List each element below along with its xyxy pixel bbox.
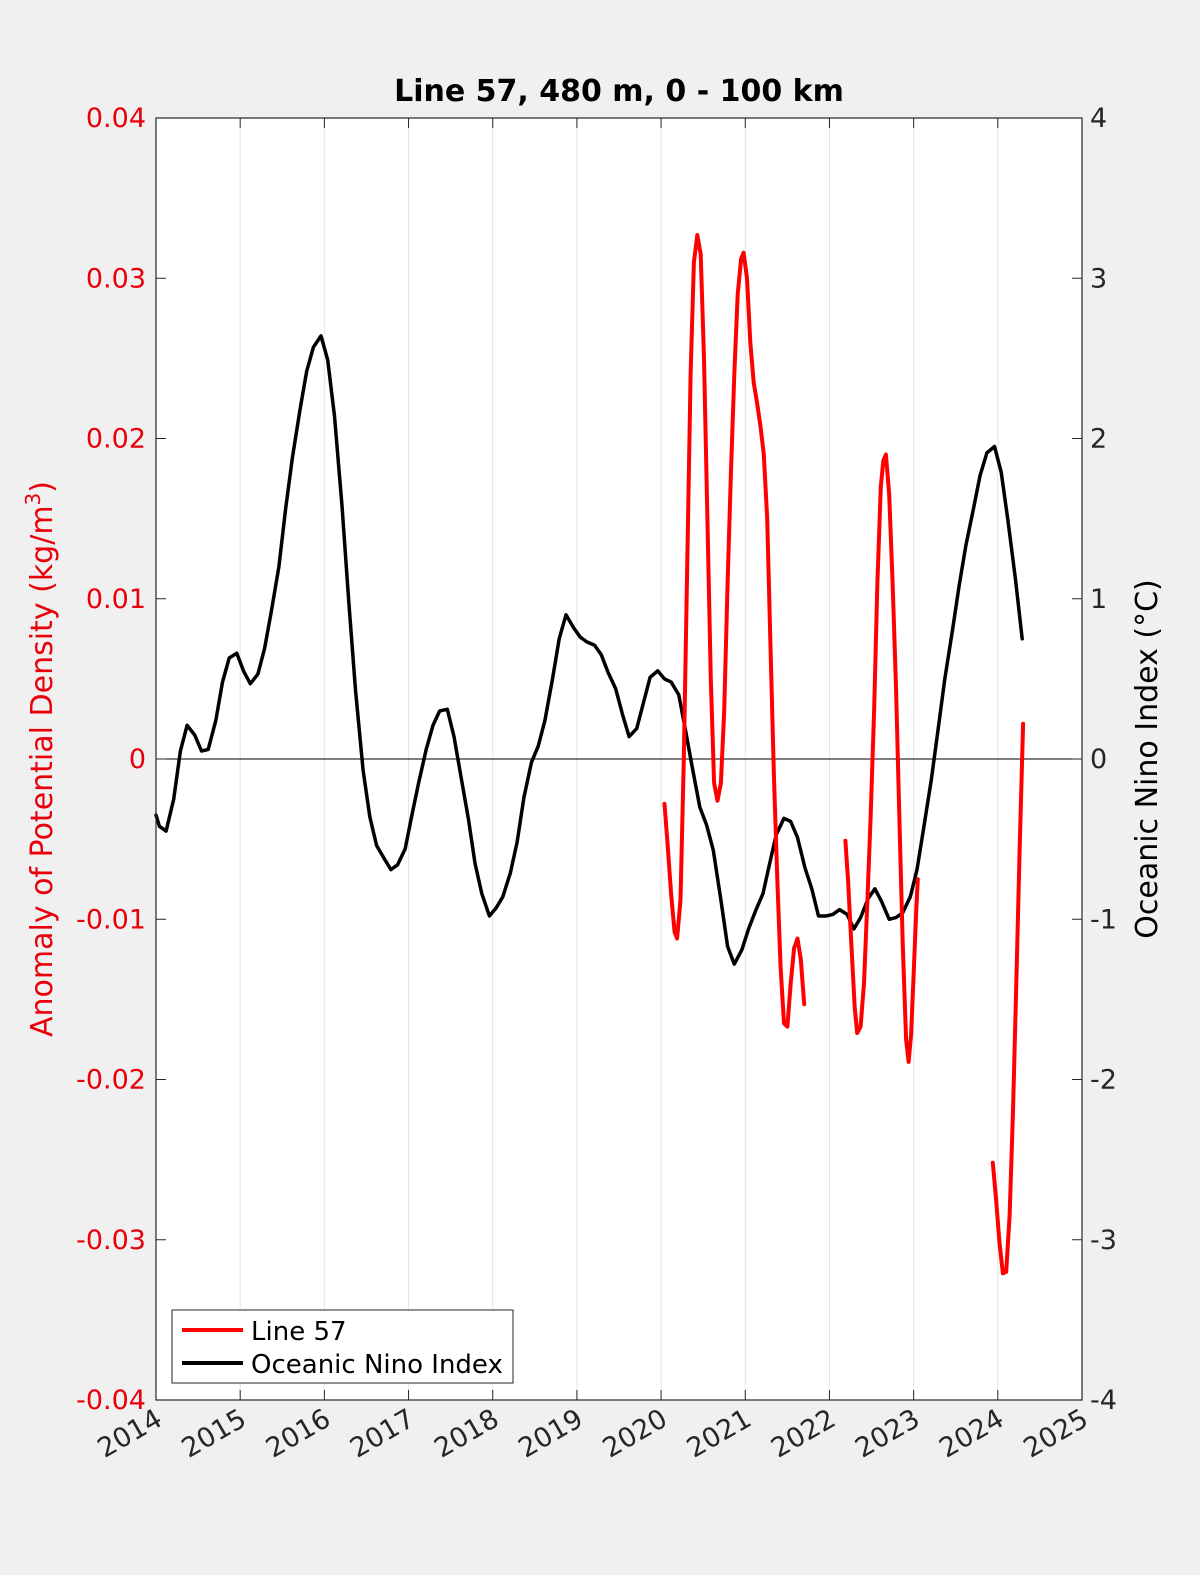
y-right-tick-label: 2 bbox=[1090, 424, 1107, 455]
y-left-tick-label: 0.03 bbox=[86, 263, 146, 294]
y-left-tick-label: -0.03 bbox=[76, 1225, 146, 1256]
legend: Line 57 Oceanic Nino Index bbox=[171, 1309, 514, 1384]
y-left-tick-label: -0.01 bbox=[76, 904, 146, 935]
axis-ticks bbox=[155, 117, 1083, 1401]
y-right-tick-label: 1 bbox=[1090, 584, 1107, 615]
legend-label-oni: Oceanic Nino Index bbox=[251, 1350, 503, 1380]
y-left-tick-label: -0.04 bbox=[76, 1385, 146, 1416]
y-right-tick-label: -2 bbox=[1090, 1065, 1117, 1096]
y-left-tick-label: 0.04 bbox=[86, 103, 146, 134]
y-right-tick-label: 3 bbox=[1090, 263, 1107, 294]
series-line-line-57-segment-1 bbox=[662, 233, 807, 1029]
series-line-oceanic-nino-index bbox=[154, 334, 1024, 966]
series-layer bbox=[154, 233, 1026, 1276]
y-left-tick-label: -0.02 bbox=[76, 1065, 146, 1096]
y-left-tick-label: 0 bbox=[129, 744, 146, 775]
legend-label-line-57: Line 57 bbox=[251, 1317, 347, 1347]
legend-box bbox=[171, 1309, 514, 1384]
y-axis-left-label: Anomaly of Potential Density (kg/m3) bbox=[21, 481, 60, 1037]
y-axis-right-label: Oceanic Nino Index (°C) bbox=[1130, 579, 1165, 939]
series-line-line-57-segment-2 bbox=[843, 452, 920, 1064]
y-right-tick-label: -3 bbox=[1090, 1225, 1117, 1256]
y-right-tick-label: -1 bbox=[1090, 904, 1117, 935]
y-left-tick-label: 0.01 bbox=[86, 584, 146, 615]
y-left-tick-label: 0.02 bbox=[86, 424, 146, 455]
y-right-tick-label: 4 bbox=[1090, 103, 1107, 134]
y-right-tick-label: -4 bbox=[1090, 1385, 1117, 1416]
chart-title: Line 57, 480 m, 0 - 100 km bbox=[394, 74, 844, 109]
series-line-line-57-segment-3 bbox=[990, 721, 1026, 1276]
y-right-tick-label: 0 bbox=[1090, 744, 1107, 775]
